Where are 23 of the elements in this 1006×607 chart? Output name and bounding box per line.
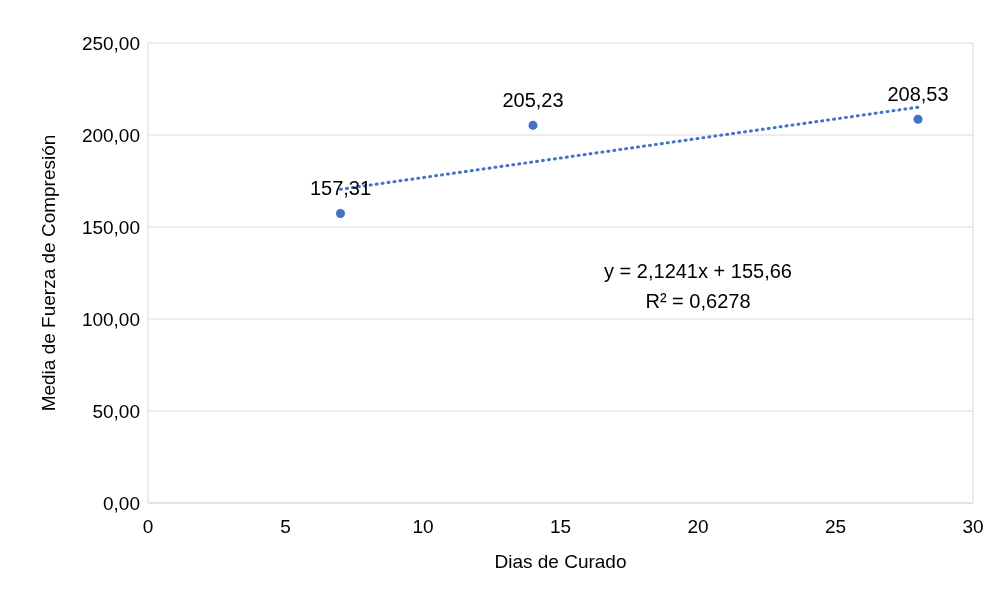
x-tick-label: 15 (549, 516, 572, 537)
point (528, 120, 538, 130)
y-tick-label: 50,00 (92, 400, 140, 422)
y-tick-label: 0,00 (103, 492, 140, 514)
x-axis-title: Dias de Curado (494, 551, 627, 572)
x-tick-label: 25 (824, 516, 847, 537)
point (335, 209, 346, 219)
data-label: 205,23 (502, 88, 564, 111)
y-tick-label: 100,00 (81, 308, 140, 330)
y-tick-label: 150,00 (81, 216, 140, 238)
x-tick-label: 30 (962, 516, 984, 537)
annotation: y = 2,1241x + 155,66 (603, 259, 793, 284)
annotation: R² = 0,6278 (644, 289, 752, 314)
point (913, 114, 923, 124)
y-tick-label: 250,00 (81, 32, 140, 54)
y-axis-title: Media de Fuerza de Compresión (37, 134, 59, 412)
x-tick-label: 20 (687, 516, 709, 537)
x-tick-label: 10 (412, 516, 434, 537)
x-tick-label: 0 (142, 516, 154, 537)
data-label: 157,31 (309, 177, 372, 200)
x-tick-label: 5 (280, 516, 291, 537)
data-label: 208,53 (887, 82, 949, 105)
y-tick-label: 200,00 (81, 124, 140, 146)
